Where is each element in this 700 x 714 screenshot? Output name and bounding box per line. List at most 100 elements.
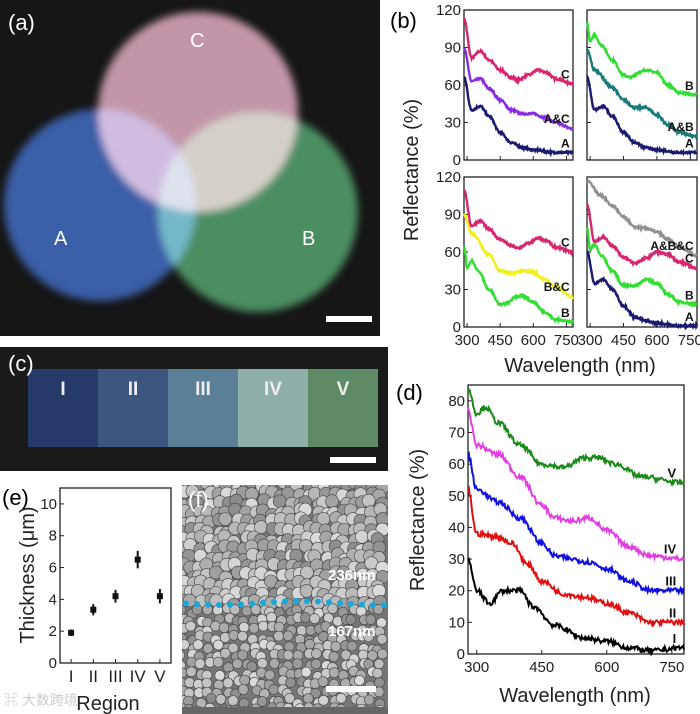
x-tick-label: IV — [130, 667, 147, 686]
boundary-dot — [227, 601, 233, 608]
x-tick-label: 300 — [464, 659, 489, 676]
y-tick-label: 30 — [444, 115, 461, 132]
panel-label-d: (d) — [396, 380, 423, 405]
region-label: II — [127, 379, 139, 400]
y-axis-label-b: Reflectance (%) — [401, 99, 423, 241]
x-tick-label: 750 — [678, 332, 700, 349]
y-tick-label: 4 — [49, 591, 57, 608]
sphere — [328, 651, 340, 662]
curve-label: IV — [664, 542, 677, 557]
sphere — [327, 603, 338, 614]
curve-II — [467, 484, 685, 629]
curve-B — [462, 245, 574, 327]
scale-bar — [326, 686, 376, 692]
panel-label-c: (c) — [8, 351, 34, 376]
circles-graphic — [4, 12, 372, 322]
boundary-dot — [194, 601, 200, 608]
boundary-dot — [326, 599, 332, 606]
x-tick-label: 600 — [521, 332, 546, 349]
boundary-dot — [260, 599, 266, 606]
curve-C — [586, 203, 698, 271]
x-tick-label: 300 — [455, 332, 480, 349]
plot-frame — [463, 9, 574, 161]
x-tick-label: 300 — [578, 332, 603, 349]
sphere — [269, 658, 280, 669]
circle-label-b: B — [302, 228, 316, 250]
sphere — [282, 630, 294, 642]
y-tick-label: 120 — [436, 2, 461, 19]
data-point — [112, 593, 119, 600]
y-axis-label-e: Thickness (μm) — [17, 506, 39, 643]
boundary-dot — [381, 601, 387, 608]
boundary-dot — [304, 598, 310, 605]
data-point — [68, 629, 75, 636]
sphere — [237, 630, 248, 642]
y-tick-label: 10 — [448, 614, 465, 631]
y-tick-label: 2 — [49, 623, 57, 640]
curve-label: A — [561, 137, 570, 151]
y-tick-label: 30 — [444, 282, 461, 299]
x-tick-label: 600 — [594, 659, 619, 676]
sphere — [285, 677, 296, 688]
boundary-dot — [216, 601, 222, 608]
boundary-dot — [359, 601, 365, 608]
curve-label: II — [669, 605, 676, 620]
sphere — [182, 639, 190, 650]
curve-label: B — [685, 79, 694, 93]
panel-label-a: (a) — [8, 10, 35, 35]
data-point — [134, 556, 141, 563]
curve-B — [585, 227, 698, 308]
watermark: ⌘ 大数跨境 — [4, 692, 78, 708]
sphere — [373, 603, 384, 615]
boundary-dot — [205, 601, 211, 608]
x-axis-label-e: Region — [76, 693, 139, 714]
curve-label: I — [673, 631, 677, 646]
y-tick-label: 40 — [448, 519, 465, 536]
y-tick-label: 60 — [444, 244, 461, 261]
photo-regions-strip: I II III IV V (c) — [0, 347, 388, 471]
y-tick-label: 60 — [444, 77, 461, 94]
sphere — [346, 640, 358, 652]
curve-III — [467, 450, 685, 596]
plot-frame — [59, 487, 172, 664]
sphere — [345, 614, 357, 625]
substrate — [182, 707, 388, 714]
panel-label-e: (e) — [2, 485, 29, 510]
sphere — [246, 661, 258, 672]
sphere — [192, 639, 204, 650]
y-tick-label: 80 — [448, 393, 465, 410]
plot-frame — [586, 9, 698, 161]
sphere — [182, 604, 187, 615]
y-tick-label: 90 — [444, 40, 461, 57]
sphere — [310, 687, 321, 699]
sphere — [182, 650, 185, 660]
y-tick-label: 20 — [448, 583, 465, 600]
x-tick-label: 450 — [488, 332, 513, 349]
panel-label-f: (f) — [188, 487, 209, 512]
curve-label: B&C — [544, 280, 570, 294]
boundary-dot — [183, 600, 189, 607]
curve-A — [586, 74, 698, 157]
sphere — [185, 620, 196, 632]
region-strip: I II III IV V — [28, 369, 378, 447]
sphere — [365, 614, 377, 625]
y-tick-label: 6 — [49, 560, 57, 577]
region-IV: IV — [238, 369, 308, 447]
region-label: I — [60, 379, 66, 400]
region-III: III — [168, 369, 238, 447]
data-point — [90, 606, 97, 613]
data-point — [156, 593, 163, 600]
region-label: V — [336, 379, 350, 400]
y-tick-label: 8 — [49, 528, 57, 545]
boundary-dot — [293, 598, 299, 605]
region-label: III — [195, 379, 211, 400]
y-tick-label: 0 — [457, 646, 465, 663]
sphere — [309, 613, 320, 624]
x-tick-label: II — [89, 667, 98, 686]
curve-label: A&C — [544, 112, 570, 126]
photo-overlapping-circles: (a) C A B — [0, 0, 380, 336]
curve-label: C — [685, 252, 694, 266]
y-tick-label: 0 — [49, 655, 57, 672]
curve-label: C — [561, 67, 570, 81]
